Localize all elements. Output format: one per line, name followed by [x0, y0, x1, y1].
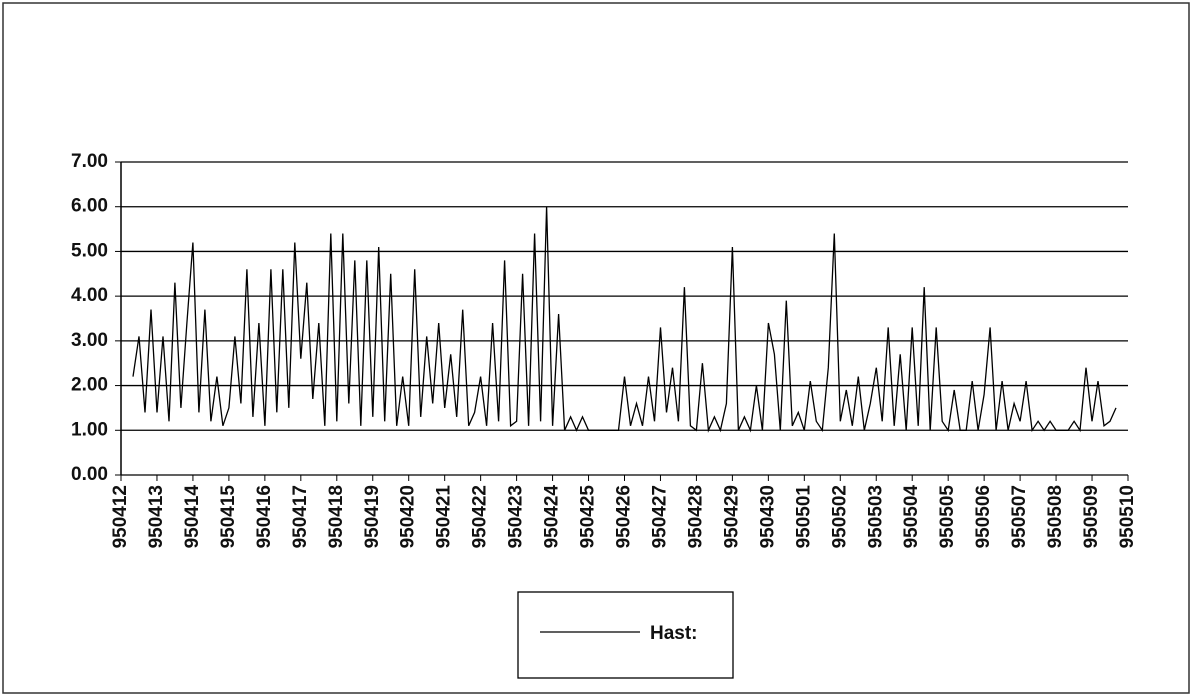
- x-tick-label: 950510: [1117, 485, 1138, 548]
- x-tick-label: 950501: [793, 485, 814, 549]
- x-tick-label: 950424: [542, 485, 563, 549]
- x-tick-label: 950413: [146, 485, 167, 548]
- x-tick-label: 950414: [182, 485, 203, 549]
- x-tick-label: 950421: [434, 485, 455, 549]
- y-tick-label: 1.00: [71, 419, 108, 440]
- x-tick-label: 950415: [218, 485, 239, 549]
- x-tick-label: 950412: [110, 485, 131, 548]
- y-tick-label: 4.00: [71, 285, 108, 306]
- y-tick-label: 0.00: [71, 464, 108, 485]
- x-tick-label: 950509: [1081, 485, 1102, 548]
- y-tick-label: 3.00: [71, 330, 108, 351]
- data-line: [132, 206, 1117, 433]
- x-tick-label: 950420: [398, 485, 419, 548]
- y-tick-label: 6.00: [71, 196, 108, 217]
- x-tick-label: 950416: [254, 485, 275, 548]
- x-tick-label: 950422: [470, 485, 491, 548]
- y-tick-label: 2.00: [71, 375, 108, 396]
- x-tick-label: 950428: [685, 485, 706, 548]
- legend-label: Hast:: [650, 623, 698, 644]
- x-tick-label: 950417: [290, 485, 311, 548]
- x-tick-label: 950429: [721, 485, 742, 548]
- x-tick-label: 950505: [937, 485, 958, 549]
- x-tick-label: 950426: [614, 485, 635, 548]
- x-tick-label: 950502: [829, 485, 850, 548]
- x-tick-label: 950507: [1009, 485, 1030, 548]
- x-tick-label: 950503: [865, 485, 886, 548]
- x-tick-label: 950419: [362, 485, 383, 548]
- y-tick-label: 7.00: [71, 151, 108, 172]
- x-tick-label: 950423: [506, 485, 527, 548]
- x-tick-label: 950425: [578, 485, 599, 549]
- x-tick-label: 950506: [973, 485, 994, 548]
- x-tick-label: 950504: [901, 485, 922, 549]
- y-tick-label: 5.00: [71, 240, 108, 261]
- x-tick-label: 950508: [1045, 485, 1066, 548]
- x-tick-label: 950418: [326, 485, 347, 548]
- x-tick-label: 950430: [757, 485, 778, 548]
- legend-box: [517, 591, 734, 679]
- x-tick-label: 950427: [649, 485, 670, 548]
